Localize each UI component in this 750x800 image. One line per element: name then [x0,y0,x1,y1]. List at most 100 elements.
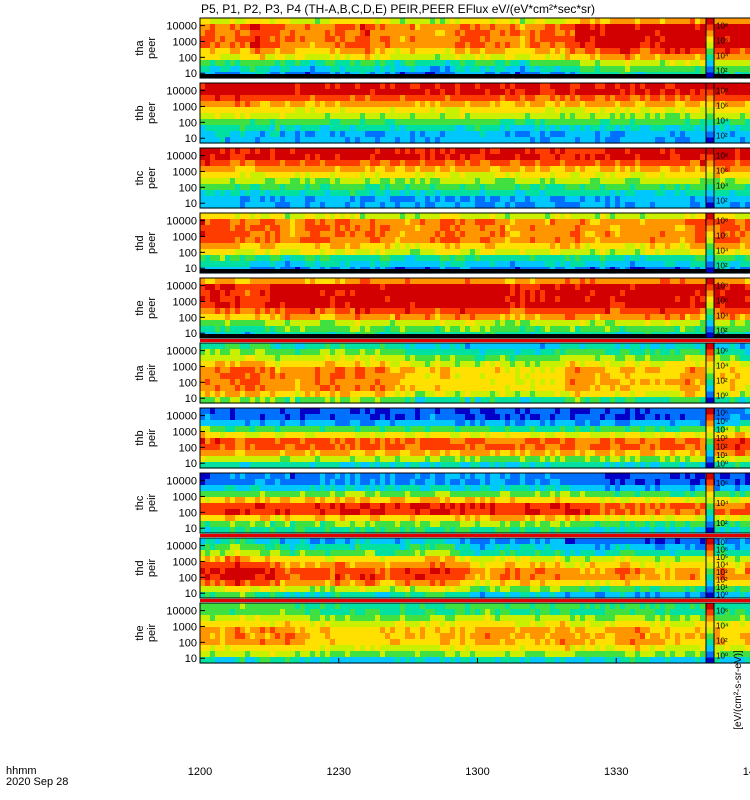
spectrogram-cell [255,107,261,114]
spectrogram-cell [420,225,426,232]
spectrogram-cell [250,89,256,96]
spectrogram-cell [395,261,401,268]
spectrogram-cell [390,60,396,67]
spectrogram-cell [375,202,381,209]
spectrogram-cell [330,48,336,55]
spectrogram-cell [690,83,696,90]
spectrogram-cell [410,190,416,197]
spectrogram-cell [505,18,511,25]
spectrogram-cell [300,172,306,179]
spectrogram-cell [455,196,461,203]
spectrogram-cell [205,302,211,309]
spectrogram-cell [285,184,291,191]
spectrogram-cell [405,66,411,73]
spectrogram-cell [525,24,531,31]
spectrogram-cell [430,83,436,90]
spectrogram-cell [615,36,621,43]
spectrogram-cell [485,36,491,43]
spectrogram-cell [455,107,461,114]
spectrogram-cell [440,60,446,67]
spectrogram-cell [535,95,541,102]
spectrogram-cell [255,231,261,238]
spectrogram-cell [610,225,616,232]
spectrogram-cell [405,243,411,250]
spectrogram-cell [615,160,621,167]
spectrogram-cell [400,213,406,220]
spectrogram-cell [200,296,206,303]
spectrogram-cell [315,326,321,333]
spectrogram-cell [200,154,206,161]
spectrogram-cell [625,42,631,49]
spectrogram-cell [205,48,211,55]
spectrogram-cell [445,131,451,138]
spectrogram-cell [420,95,426,102]
spectrogram-cell [350,119,356,126]
spectrogram-cell [335,24,341,31]
spectrogram-cell [310,137,316,144]
spectrogram-cell [380,36,386,43]
spectrogram-cell [305,60,311,67]
spectrogram-cell [370,284,376,291]
spectrogram-cell [435,119,441,126]
spectrogram-cell [520,24,526,31]
spectrogram-cell [595,42,601,49]
spectrogram-cell [515,60,521,67]
spectrogram-cell [435,219,441,226]
spectrogram-cell [335,178,341,185]
spectrogram-cell [485,178,491,185]
spectrogram-cell [675,213,681,220]
spectrogram-cell [290,320,296,327]
spectrogram-cell [215,308,221,315]
spectrogram-cell [495,213,501,220]
spectrogram-cell [680,125,686,132]
spectrogram-cell [340,89,346,96]
spectrogram-cell [325,89,331,96]
spectrogram-cell [650,148,656,155]
spectrogram-cell [380,66,386,73]
spectrogram-cell [500,231,506,238]
spectrogram-cell [635,196,641,203]
spectrogram-cell [255,54,261,61]
spectrogram-cell [445,18,451,25]
spectrogram-cell [365,326,371,333]
y-label-instrument: peer [146,167,158,189]
spectrogram-cell [295,308,301,315]
spectrogram-cell [735,107,741,114]
spectrogram-cell [360,225,366,232]
spectrogram-cell [725,190,731,197]
spectrogram-cell [580,249,586,256]
spectrogram-cell [730,119,736,126]
spectrogram-cell [360,137,366,144]
spectrogram-cell [220,213,226,220]
spectrogram-cell [200,243,206,250]
spectrogram-cell [365,54,371,61]
spectrogram-cell [735,42,741,49]
spectrogram-cell [720,89,726,96]
spectrogram-cell [235,172,241,179]
spectrogram-cell [565,184,571,191]
spectrogram-cell [520,172,526,179]
spectrogram-cell [235,125,241,132]
spectrogram-cell [630,213,636,220]
spectrogram-cell [700,42,706,49]
spectrogram-cell [295,326,301,333]
spectrogram-cell [320,107,326,114]
spectrogram-cell [515,166,521,173]
spectrogram-cell [585,160,591,167]
spectrogram-cell [450,261,456,268]
spectrogram-cell [390,95,396,102]
spectrogram-cell [385,320,391,327]
spectrogram-cell [430,202,436,209]
spectrogram-cell [600,166,606,173]
spectrogram-cell [340,172,346,179]
spectrogram-cell [210,184,216,191]
spectrogram-cell [520,225,526,232]
spectrogram-cell [680,18,686,25]
spectrogram-cell [605,225,611,232]
spectrogram-cell [425,237,431,244]
spectrogram-cell [420,190,426,197]
spectrogram-cell [745,148,750,155]
spectrogram-cell [330,60,336,67]
spectrogram-cell [655,190,661,197]
spectrogram-cell [215,302,221,309]
